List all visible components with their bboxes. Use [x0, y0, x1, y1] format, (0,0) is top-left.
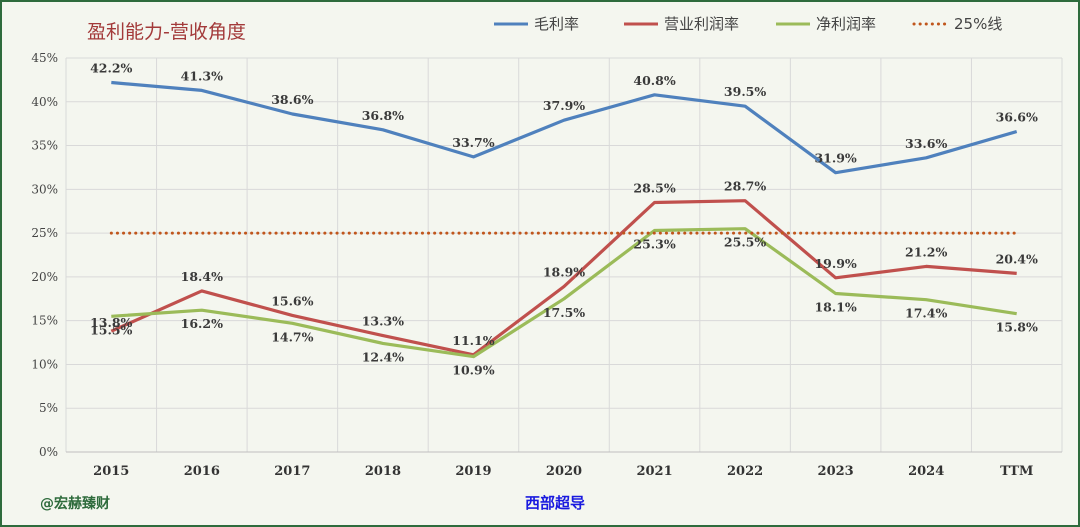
chart-title: 盈利能力-营收角度	[87, 21, 246, 43]
data-label-net-margin: 17.5%	[543, 305, 585, 320]
data-label-gross-margin: 42.2%	[90, 61, 132, 76]
data-label-gross-margin: 38.6%	[271, 92, 313, 107]
legend-label-gross-margin: 毛利率	[534, 15, 579, 33]
y-tick-label: 20%	[31, 270, 58, 284]
data-label-gross-margin: 41.3%	[181, 68, 223, 83]
data-label-gross-margin: 31.9%	[814, 151, 856, 166]
y-tick-label: 30%	[31, 182, 58, 196]
data-label-net-margin: 25.3%	[633, 236, 675, 251]
data-label-operating-margin: 28.7%	[724, 179, 766, 194]
data-label-gross-margin: 39.5%	[724, 84, 766, 99]
x-axis-ticks: 2015 2016 2017 2018 2019 2020 2021 2022 2023 2024…	[93, 464, 1033, 479]
y-axis-ticks: 0% 5% 10% 15% 20% 25% 30% 35% 40% 45%	[31, 51, 58, 459]
data-label-net-margin: 16.2%	[181, 316, 223, 331]
data-label-operating-margin: 15.6%	[271, 293, 313, 308]
data-label-net-margin: 25.5%	[724, 235, 766, 250]
data-label-operating-margin: 21.2%	[905, 244, 947, 259]
series-line-gross-margin	[111, 80, 1018, 175]
data-label-net-margin: 12.4%	[362, 349, 404, 364]
data-label-operating-margin: 20.4%	[996, 251, 1038, 266]
data-label-gross-margin: 40.8%	[633, 73, 675, 88]
data-label-operating-margin: 13.8%	[90, 315, 132, 330]
series-lines	[109, 80, 1019, 359]
watermark: @宏赫臻财	[40, 495, 110, 512]
data-label-operating-margin: 13.3%	[362, 314, 404, 329]
data-label-net-margin: 10.9%	[452, 363, 494, 378]
data-label-gross-margin: 36.6%	[996, 110, 1038, 125]
x-tick-label: 2020	[546, 464, 582, 479]
data-label-net-margin: 17.4%	[905, 306, 947, 321]
data-label-net-margin: 14.7%	[271, 329, 313, 344]
y-tick-label: 15%	[31, 314, 58, 328]
series-line-net-margin	[111, 227, 1017, 359]
data-label-gross-margin: 33.6%	[905, 136, 947, 151]
data-label-operating-margin: 28.5%	[633, 180, 675, 195]
company-name: 西部超导	[525, 494, 585, 512]
data-label-gross-margin: 36.8%	[362, 108, 404, 123]
x-tick-label: 2018	[365, 464, 401, 479]
x-tick-label: 2023	[818, 464, 854, 479]
legend-label-net-margin: 净利润率	[816, 15, 876, 33]
x-tick-label: TTM	[1000, 464, 1033, 479]
legend: 毛利率 营业利润率 净利润率 25%线	[494, 15, 1002, 33]
y-tick-label: 40%	[31, 95, 58, 109]
data-label-net-margin: 18.1%	[814, 300, 856, 315]
y-tick-label: 5%	[39, 401, 58, 415]
y-tick-label: 0%	[39, 445, 58, 459]
y-tick-label: 35%	[31, 139, 58, 153]
data-label-net-margin: 15.5%	[90, 322, 132, 337]
x-tick-label: 2021	[636, 464, 672, 479]
x-tick-label: 2015	[93, 464, 129, 479]
x-tick-label: 2024	[908, 464, 944, 479]
x-tick-label: 2022	[727, 464, 763, 479]
data-label-gross-margin: 33.7%	[452, 135, 494, 150]
data-labels: 42.2% 41.3% 38.6% 36.8% 33.7% 37.9% 40.8% 39.5%…	[90, 61, 1038, 378]
y-tick-label: 45%	[31, 51, 58, 65]
data-label-operating-margin: 11.1%	[452, 333, 494, 348]
legend-label-operating-margin: 营业利润率	[664, 15, 739, 33]
y-tick-label: 25%	[31, 226, 58, 240]
x-tick-label: 2017	[274, 464, 310, 479]
data-label-gross-margin: 37.9%	[543, 98, 585, 113]
series-line-operating-margin	[110, 199, 1017, 357]
x-tick-label: 2016	[184, 464, 220, 479]
data-label-net-margin: 15.8%	[996, 320, 1038, 335]
y-tick-label: 10%	[31, 357, 58, 371]
x-tick-label: 2019	[455, 464, 491, 479]
legend-label-line-25: 25%线	[954, 15, 1002, 33]
data-label-operating-margin: 18.9%	[543, 265, 585, 280]
data-label-operating-margin: 18.4%	[181, 269, 223, 284]
data-label-operating-margin: 19.9%	[814, 256, 856, 271]
